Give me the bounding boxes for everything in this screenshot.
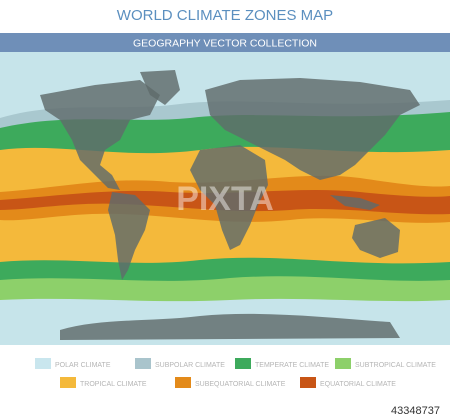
legend-swatch xyxy=(60,377,76,388)
legend-swatch xyxy=(335,358,351,369)
legend-swatch xyxy=(135,358,151,369)
legend-label: POLAR CLIMATE xyxy=(55,362,111,369)
indonesia xyxy=(330,195,380,210)
legend-swatch xyxy=(235,358,251,369)
legend-label: SUBTROPICAL CLIMATE xyxy=(355,362,436,369)
africa xyxy=(190,145,268,250)
legend-label: TEMPERATE CLIMATE xyxy=(255,362,329,369)
legend-swatch xyxy=(35,358,51,369)
greenland xyxy=(140,70,180,105)
subtitle: GEOGRAPHY VECTOR COLLECTION xyxy=(133,38,317,50)
eurasia xyxy=(205,78,420,180)
footer-bar xyxy=(0,404,450,420)
subtitle-bar xyxy=(0,33,450,52)
legend-label: SUBEQUATORIAL CLIMATE xyxy=(195,381,286,388)
image-id: 43348737 xyxy=(391,405,440,417)
legend-label: EQUATORIAL CLIMATE xyxy=(320,381,396,388)
north-america xyxy=(40,80,160,190)
continents xyxy=(40,70,420,340)
south-america xyxy=(108,192,150,280)
legend-swatch xyxy=(300,377,316,388)
legend-label: TROPICAL CLIMATE xyxy=(80,381,147,388)
watermark: PIXTA xyxy=(176,180,274,218)
legend-label: SUBPOLAR CLIMATE xyxy=(155,362,225,369)
legend: POLAR CLIMATE SUBPOLAR CLIMATE TEMPERATE C… xyxy=(35,358,436,388)
legend-swatch xyxy=(175,377,191,388)
australia xyxy=(352,218,400,258)
antarctica xyxy=(60,313,400,340)
title: WORLD CLIMATE ZONES MAP xyxy=(117,7,333,24)
